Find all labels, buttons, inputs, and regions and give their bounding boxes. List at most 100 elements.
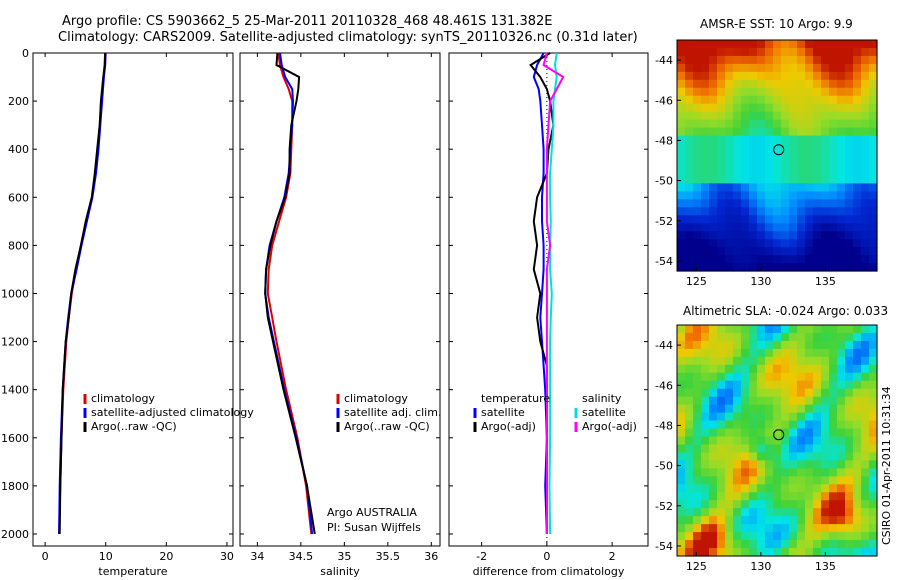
sla-map-cell: [821, 524, 830, 533]
sst-map-cell: [829, 263, 838, 272]
sst-map-cell: [789, 55, 798, 65]
sla-map-cell: [773, 540, 782, 549]
sst-map-cell: [789, 215, 798, 224]
sst-map-cell: [701, 87, 710, 97]
sla-map-cell: [709, 412, 718, 422]
sst-xtick-label: 125: [686, 275, 707, 288]
sst-map-cell: [749, 135, 758, 145]
sst-map-cell: [685, 263, 694, 272]
sla-map-cell: [765, 356, 774, 366]
sst-map-cell: [813, 175, 822, 184]
sla-map-cell: [821, 396, 830, 406]
sst-map-cell: [813, 63, 822, 73]
sst-map-cell: [845, 143, 854, 153]
sst-map-cell: [805, 223, 814, 232]
sst-map-cell: [845, 207, 854, 216]
sla-map-cell: [861, 332, 870, 342]
sla-map-cell: [829, 396, 838, 406]
sst-map-cell: [813, 143, 822, 153]
sst-map-cell: [813, 167, 822, 177]
sla-map-cell: [765, 380, 774, 390]
sst-map-cell: [773, 231, 782, 240]
difference-xlabel: difference from climatology: [473, 565, 625, 578]
sst-map-cell: [829, 239, 838, 248]
sla-map-cell: [725, 404, 734, 414]
sst-map-cell: [805, 135, 814, 145]
sst-map-cell: [805, 143, 814, 153]
sla-map-cell: [709, 492, 718, 501]
sla-map-cell: [837, 356, 846, 366]
sla-map-cell: [805, 460, 814, 469]
sla-map-cell: [749, 380, 758, 390]
sla-map-cell: [741, 468, 750, 477]
sla-map-cell: [805, 492, 814, 501]
sst-map-cell: [853, 79, 862, 89]
sst-map-cell: [869, 151, 878, 161]
sst-map-cell: [685, 119, 694, 129]
sst-map-cell: [693, 87, 702, 97]
sla-map-cell: [733, 436, 742, 446]
sst-map-cell: [765, 47, 774, 57]
sla-map-cell: [773, 348, 782, 358]
sla-map-cell: [837, 372, 846, 382]
sst-map-cell: [701, 79, 710, 89]
sla-map-cell: [709, 476, 718, 485]
sst-map-cell: [789, 255, 798, 264]
sla-map-cell: [805, 524, 814, 533]
sst-map-cell: [709, 247, 718, 256]
sst-map-cell: [805, 175, 814, 184]
sst-map-cell: [757, 135, 766, 145]
sst-map-cell: [757, 47, 766, 57]
sst-map-cell: [797, 255, 806, 264]
sst-map-cell: [677, 143, 686, 153]
sst-map-cell: [725, 223, 734, 232]
sst-map-cell: [789, 159, 798, 169]
sla-map-cell: [845, 436, 854, 446]
sst-map-cell: [717, 255, 726, 264]
sst-map-cell: [717, 55, 726, 65]
sst-map-cell: [861, 223, 870, 232]
sst-map-cell: [869, 255, 878, 264]
sst-map-cell: [733, 40, 742, 49]
sst-map-cell: [717, 71, 726, 81]
sla-map-cell: [765, 452, 774, 462]
sla-map-cell: [677, 508, 686, 517]
sla-map-cell: [725, 420, 734, 430]
sla-map-cell: [861, 364, 870, 374]
sla-map-cell: [813, 356, 822, 366]
sla-map-cell: [845, 340, 854, 350]
sla-map-cell: [749, 372, 758, 382]
sla-map-cell: [757, 516, 766, 525]
sla-map-cell: [813, 332, 822, 342]
sst-map-cell: [717, 191, 726, 200]
sst-map-cell: [805, 199, 814, 208]
sla-map-cell: [685, 372, 694, 382]
sla-map-cell: [789, 444, 798, 454]
sst-map-cell: [693, 223, 702, 232]
sla-map-cell: [805, 388, 814, 398]
sla-map-cell: [741, 532, 750, 541]
sst-map-cell: [813, 47, 822, 57]
sst-map-cell: [781, 87, 790, 97]
sst-map-cell: [685, 143, 694, 153]
sla-map-cell: [757, 532, 766, 541]
sst-map-cell: [781, 215, 790, 224]
sst-map-cell: [789, 183, 798, 192]
sla-map-cell: [749, 500, 758, 509]
sst-map-cell: [685, 223, 694, 232]
sla-map-cell: [869, 460, 878, 469]
sst-map-cell: [869, 199, 878, 208]
sla-map-cell: [789, 396, 798, 406]
sla-map-cell: [789, 380, 798, 390]
sla-map-cell: [757, 492, 766, 501]
sst-map-cell: [741, 127, 750, 137]
sst-map-cell: [733, 111, 742, 121]
sst-map-cell: [693, 207, 702, 216]
sst-map-cell: [861, 103, 870, 113]
sst-map-cell: [765, 167, 774, 177]
sla-map-cell: [861, 372, 870, 382]
sst-map-cell: [861, 119, 870, 129]
sla-map-cell: [733, 364, 742, 374]
sst-map-cell: [805, 40, 814, 49]
sla-map-cell: [677, 420, 686, 430]
